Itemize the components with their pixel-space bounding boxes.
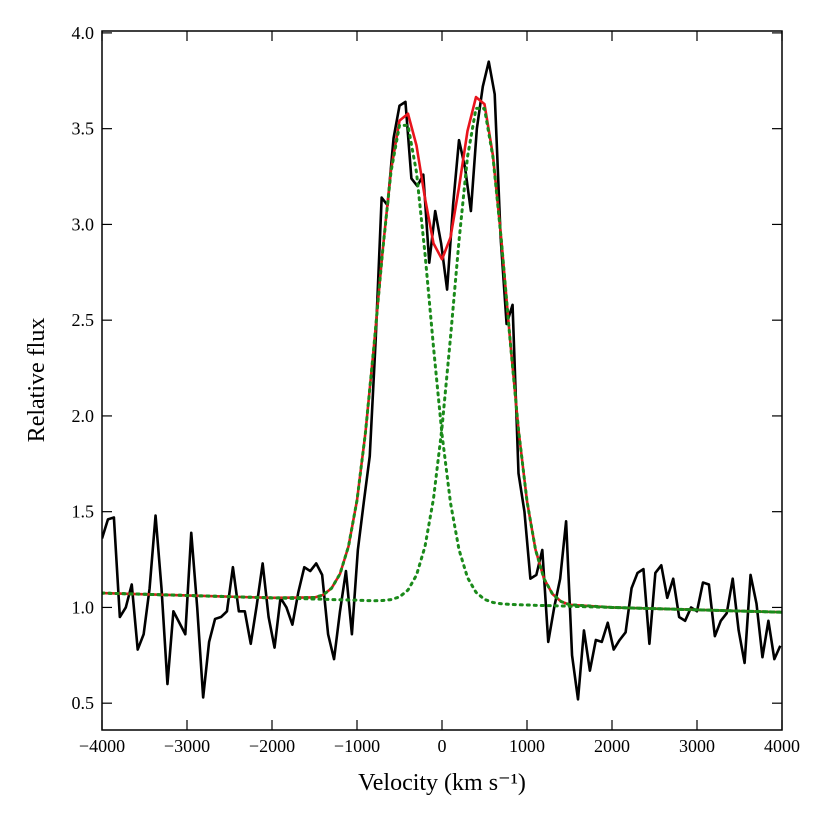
component-line — [102, 123, 782, 614]
y-tick-label: 4.0 — [72, 23, 95, 43]
x-tick-label: 1000 — [509, 736, 545, 756]
y-tick-label: 2.0 — [72, 406, 95, 426]
y-tick-label: 3.0 — [72, 214, 95, 234]
axes-frame — [101, 30, 783, 731]
x-tick-label: 4000 — [764, 736, 800, 756]
y-tick-label: 1.5 — [72, 502, 95, 522]
x-tick-label: 2000 — [594, 736, 630, 756]
x-axis-label: Velocity (km s⁻¹) — [358, 770, 526, 796]
plot-area — [102, 60, 782, 701]
y-axis-label: Relative flux — [24, 318, 50, 443]
y-tick-label: 2.5 — [72, 310, 95, 330]
x-tick-label: 3000 — [679, 736, 715, 756]
x-tick-label: 0 — [438, 736, 447, 756]
x-tick-label: −3000 — [164, 736, 210, 756]
x-tick-label: −1000 — [334, 736, 380, 756]
data-line — [102, 60, 782, 701]
y-tick-label: 3.5 — [72, 119, 95, 139]
x-tick-label: −4000 — [79, 736, 125, 756]
data-line — [102, 95, 782, 614]
y-tick-label: 1.0 — [72, 597, 95, 617]
y-tick-label: 0.5 — [72, 693, 95, 713]
x-tick-label: −2000 — [249, 736, 295, 756]
component-line — [102, 106, 782, 614]
